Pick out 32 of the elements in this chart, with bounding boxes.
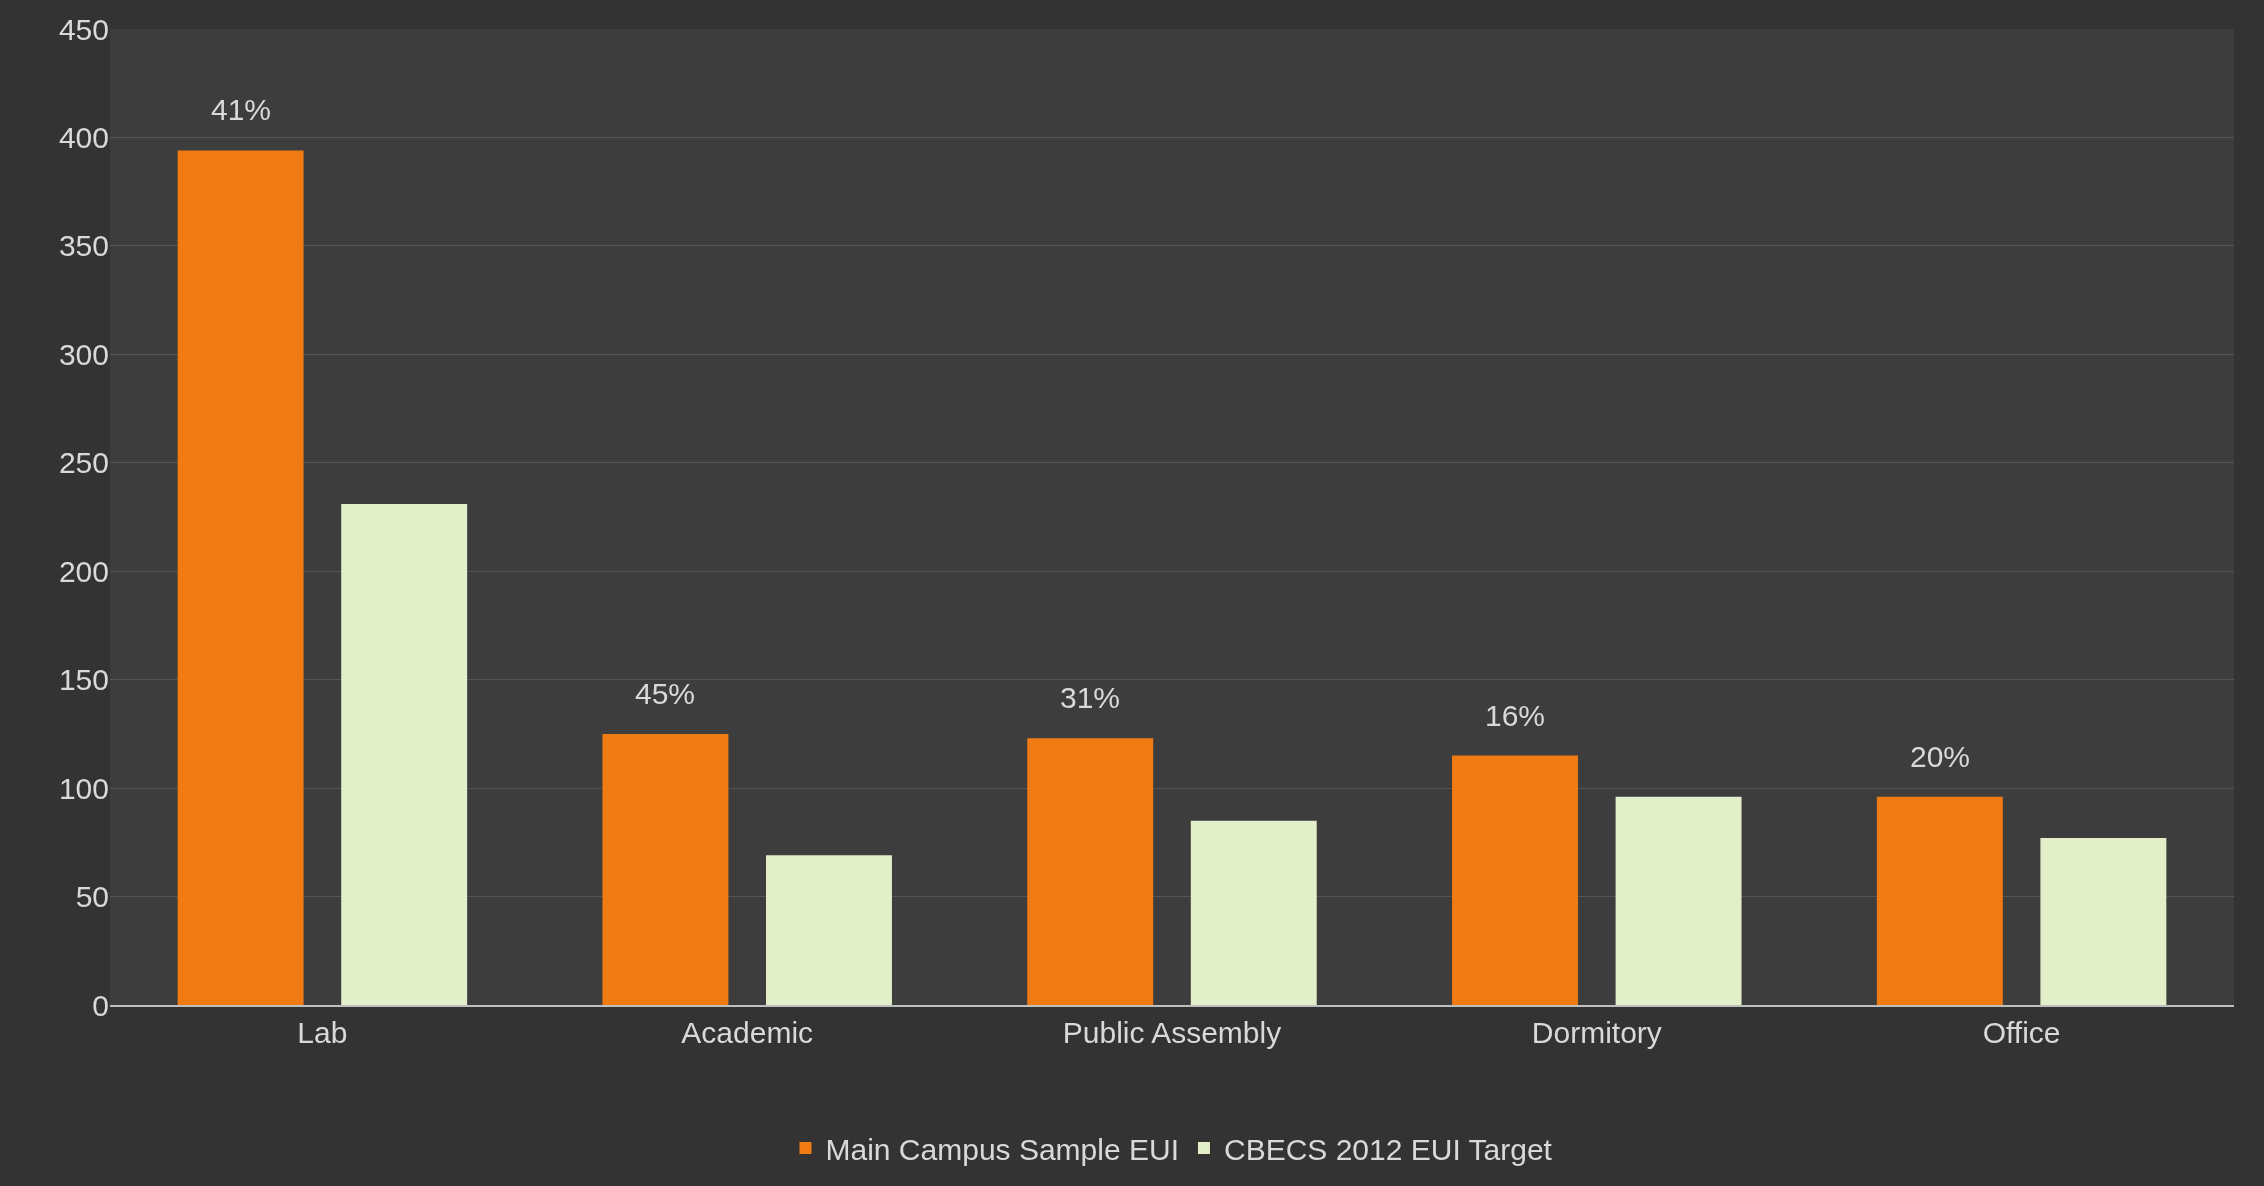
bar bbox=[341, 503, 468, 1005]
y-tick-label: 0 bbox=[92, 988, 109, 1022]
y-tick-label: 450 bbox=[58, 12, 109, 46]
bar bbox=[1876, 796, 2003, 1005]
y-tick-label: 350 bbox=[58, 229, 109, 263]
bar bbox=[1615, 796, 1742, 1005]
x-tick-label: Office bbox=[1982, 1016, 2061, 1049]
y-tick-label: 50 bbox=[75, 880, 109, 914]
annotation: 45% bbox=[635, 677, 696, 710]
annotation: 20% bbox=[1910, 740, 1971, 773]
bar bbox=[1027, 738, 1154, 1005]
bar bbox=[2040, 838, 2167, 1005]
x-tick-label: Dormitory bbox=[1531, 1016, 1662, 1049]
bar bbox=[602, 733, 729, 1005]
y-tick-label: 100 bbox=[58, 771, 109, 805]
y-tick-label: 200 bbox=[58, 554, 109, 588]
bar bbox=[177, 150, 304, 1005]
legend-label: Main Campus Sample EUI bbox=[825, 1132, 1179, 1166]
bar bbox=[766, 855, 892, 1005]
y-tick-label: 400 bbox=[58, 120, 109, 154]
bar bbox=[1190, 820, 1317, 1005]
x-tick-label: Lab bbox=[297, 1016, 348, 1049]
annotation: 31% bbox=[1060, 681, 1121, 714]
x-tick-label: Public Assembly bbox=[1062, 1016, 1282, 1049]
y-tick-label: 150 bbox=[58, 663, 109, 697]
y-tick-label: 250 bbox=[58, 446, 109, 480]
x-tick-label: Academic bbox=[681, 1016, 814, 1049]
annotation: 16% bbox=[1485, 699, 1546, 732]
bar bbox=[1452, 755, 1578, 1005]
y-tick-label: 300 bbox=[58, 337, 109, 371]
legend-label: CBECS 2012 EUI Target bbox=[1223, 1132, 1553, 1166]
annotation: 41% bbox=[211, 93, 272, 126]
